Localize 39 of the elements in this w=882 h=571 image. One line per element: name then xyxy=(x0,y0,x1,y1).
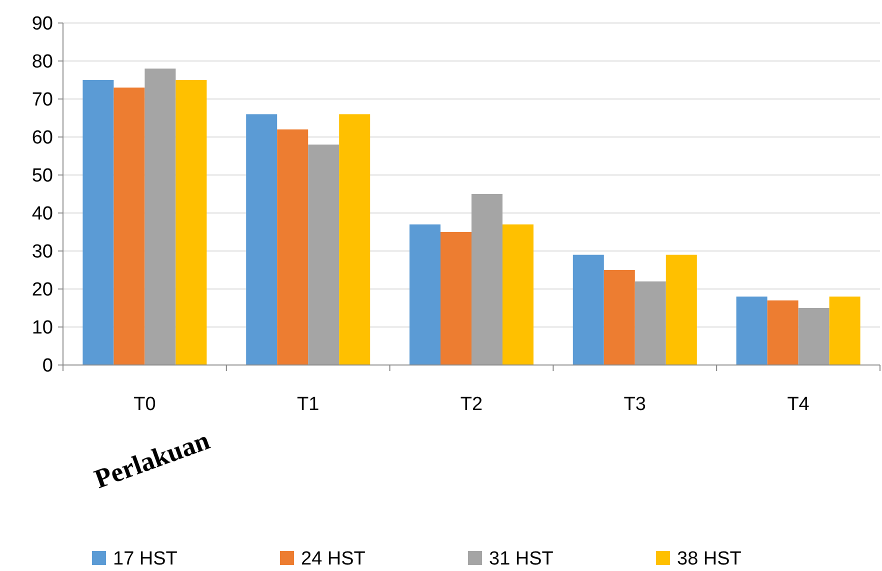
bar xyxy=(736,296,768,365)
bar xyxy=(798,308,830,365)
y-tick-label: 0 xyxy=(42,356,53,377)
y-tick-label: 80 xyxy=(32,52,53,73)
bar xyxy=(440,232,472,365)
bar xyxy=(308,144,340,365)
bar xyxy=(176,80,207,365)
y-tick-label: 30 xyxy=(32,242,53,263)
bar xyxy=(246,114,278,365)
y-tick-label: 90 xyxy=(32,14,53,35)
x-tick-label: T4 xyxy=(787,394,810,415)
bar xyxy=(829,296,860,365)
bar xyxy=(144,68,176,365)
bar xyxy=(666,254,697,365)
y-tick-label: 70 xyxy=(32,90,53,111)
bar xyxy=(502,224,534,365)
x-tick-label: T2 xyxy=(460,394,483,415)
legend-label: 38 HST xyxy=(677,548,742,570)
legend-label: 24 HST xyxy=(301,548,366,570)
bar xyxy=(82,80,114,365)
bar xyxy=(339,114,370,365)
bar xyxy=(410,224,440,365)
y-tick-label: 40 xyxy=(32,204,53,225)
bar xyxy=(634,281,666,365)
legend-label: 17 HST xyxy=(113,548,178,570)
x-tick-label: T0 xyxy=(134,394,156,415)
bar xyxy=(277,129,308,365)
bar xyxy=(472,194,502,365)
legend-label: 31 HST xyxy=(489,548,554,570)
bar xyxy=(604,270,635,365)
bar xyxy=(114,88,145,365)
bar xyxy=(572,254,604,365)
bar xyxy=(767,300,798,365)
x-tick-label: T1 xyxy=(297,394,320,415)
y-tick-label: 60 xyxy=(32,128,53,149)
y-tick-label: 20 xyxy=(32,280,53,301)
y-tick-label: 10 xyxy=(32,318,53,339)
y-tick-label: 50 xyxy=(32,166,53,187)
x-tick-label: T3 xyxy=(624,394,646,415)
